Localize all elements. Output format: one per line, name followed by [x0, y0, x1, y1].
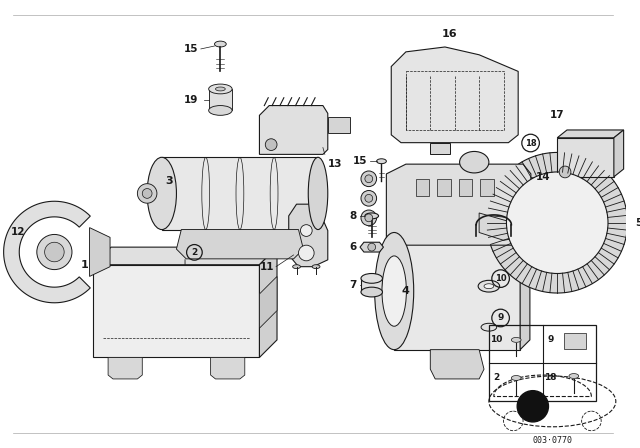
- Text: 9: 9: [547, 336, 554, 345]
- Ellipse shape: [138, 184, 157, 203]
- Text: 8: 8: [350, 211, 357, 221]
- Ellipse shape: [511, 375, 521, 380]
- Ellipse shape: [484, 284, 494, 289]
- Ellipse shape: [361, 273, 383, 283]
- Ellipse shape: [365, 213, 378, 219]
- Polygon shape: [557, 130, 623, 138]
- Ellipse shape: [569, 374, 579, 379]
- Polygon shape: [387, 164, 531, 245]
- Circle shape: [361, 190, 376, 206]
- Text: 13: 13: [328, 159, 342, 169]
- Ellipse shape: [374, 233, 413, 349]
- Polygon shape: [394, 233, 530, 242]
- Circle shape: [365, 194, 372, 202]
- Polygon shape: [520, 233, 530, 349]
- Text: 17: 17: [550, 110, 564, 121]
- Circle shape: [37, 234, 72, 270]
- Circle shape: [45, 242, 64, 262]
- Text: 12: 12: [11, 228, 26, 237]
- Polygon shape: [479, 213, 520, 240]
- Ellipse shape: [481, 323, 497, 331]
- Text: 15: 15: [353, 156, 367, 166]
- Circle shape: [361, 210, 376, 226]
- Text: 2: 2: [191, 248, 198, 257]
- Polygon shape: [394, 233, 520, 349]
- Ellipse shape: [376, 159, 387, 164]
- Polygon shape: [211, 358, 244, 379]
- Text: 4: 4: [402, 286, 410, 296]
- Circle shape: [517, 391, 548, 422]
- Text: 10: 10: [495, 274, 506, 283]
- Circle shape: [266, 139, 277, 151]
- Text: 11: 11: [260, 262, 274, 271]
- Text: 18: 18: [525, 138, 536, 147]
- Bar: [437, 179, 451, 196]
- Polygon shape: [259, 276, 277, 328]
- Polygon shape: [259, 247, 277, 358]
- Ellipse shape: [382, 256, 406, 326]
- Ellipse shape: [308, 157, 328, 229]
- Text: 7: 7: [349, 280, 357, 290]
- Polygon shape: [614, 130, 623, 177]
- Text: 6: 6: [350, 242, 357, 252]
- Polygon shape: [391, 47, 518, 142]
- Ellipse shape: [142, 189, 152, 198]
- Polygon shape: [108, 358, 142, 379]
- Polygon shape: [430, 142, 450, 155]
- Circle shape: [368, 243, 376, 251]
- Text: 18: 18: [544, 374, 557, 383]
- Circle shape: [361, 171, 376, 187]
- Ellipse shape: [214, 41, 226, 47]
- Polygon shape: [93, 247, 277, 265]
- Ellipse shape: [361, 287, 383, 297]
- Bar: [459, 179, 472, 196]
- Text: 15: 15: [184, 44, 198, 54]
- Ellipse shape: [292, 265, 300, 269]
- Ellipse shape: [312, 265, 320, 269]
- Polygon shape: [557, 138, 614, 177]
- Bar: [415, 179, 429, 196]
- Ellipse shape: [209, 106, 232, 115]
- Polygon shape: [4, 201, 90, 303]
- Text: 16: 16: [442, 29, 458, 39]
- Polygon shape: [328, 117, 350, 133]
- Text: 9: 9: [497, 314, 504, 323]
- Polygon shape: [93, 265, 259, 358]
- Ellipse shape: [216, 87, 225, 91]
- Ellipse shape: [460, 151, 489, 173]
- Text: 003·0770: 003·0770: [532, 436, 572, 445]
- Polygon shape: [487, 152, 628, 293]
- Polygon shape: [162, 157, 318, 229]
- Circle shape: [298, 245, 314, 261]
- Text: 10: 10: [490, 336, 503, 345]
- Ellipse shape: [147, 157, 177, 229]
- Circle shape: [506, 172, 608, 273]
- Circle shape: [365, 175, 372, 183]
- Polygon shape: [90, 228, 110, 276]
- Bar: [564, 333, 586, 349]
- Text: 5: 5: [636, 218, 640, 228]
- Ellipse shape: [209, 84, 232, 94]
- Circle shape: [300, 225, 312, 237]
- Polygon shape: [360, 242, 383, 252]
- Circle shape: [559, 166, 571, 178]
- Polygon shape: [259, 106, 328, 155]
- Polygon shape: [430, 349, 484, 379]
- Polygon shape: [209, 89, 232, 111]
- Polygon shape: [177, 229, 303, 259]
- Text: 1: 1: [81, 260, 89, 271]
- Bar: [489, 325, 596, 401]
- Polygon shape: [289, 204, 328, 267]
- Text: 14: 14: [536, 172, 550, 182]
- Circle shape: [365, 214, 372, 222]
- Text: 19: 19: [184, 95, 198, 105]
- Text: 3: 3: [165, 176, 172, 186]
- Ellipse shape: [478, 280, 500, 292]
- Ellipse shape: [511, 337, 521, 342]
- Bar: [480, 179, 494, 196]
- Polygon shape: [361, 278, 383, 292]
- Text: 2: 2: [493, 374, 500, 383]
